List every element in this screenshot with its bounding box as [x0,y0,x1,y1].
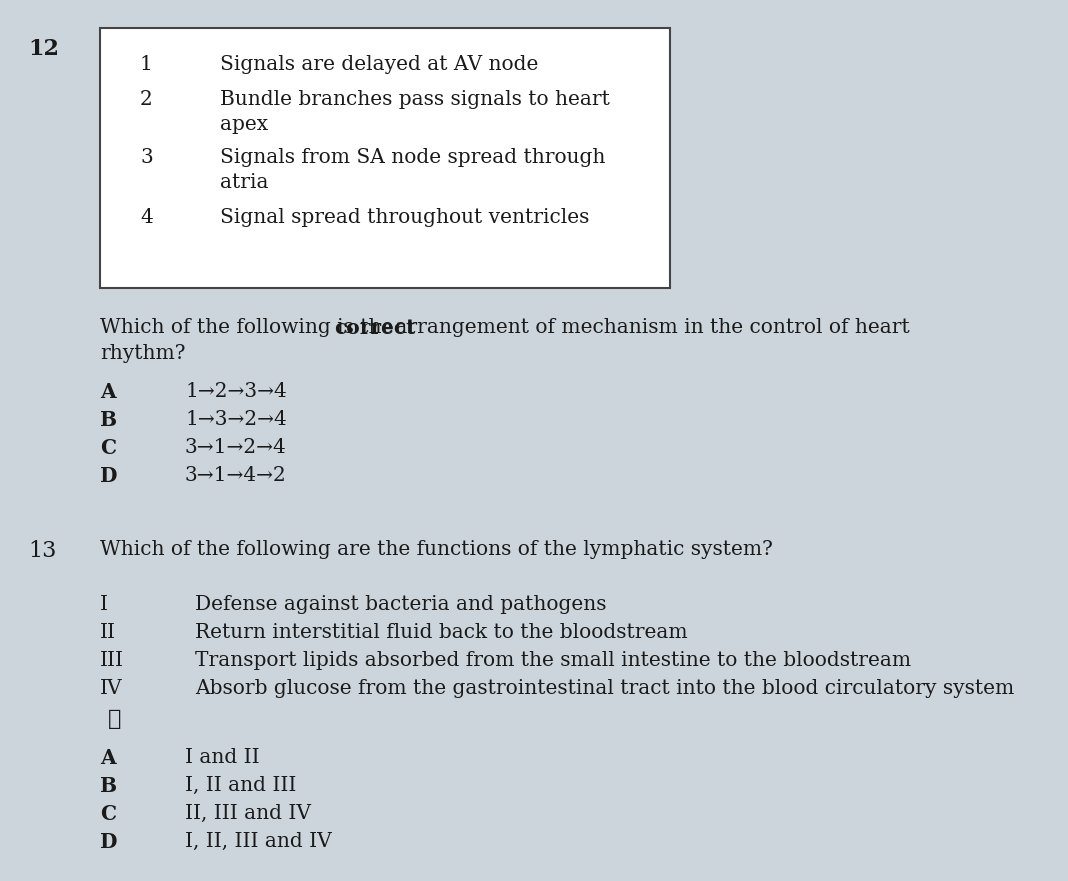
Text: apex: apex [220,115,268,134]
Text: 2: 2 [140,90,153,109]
Text: I, II, III and IV: I, II, III and IV [185,832,332,851]
Text: B: B [100,776,117,796]
Text: arrangement of mechanism in the control of heart: arrangement of mechanism in the control … [389,318,909,337]
Text: Signals from SA node spread through: Signals from SA node spread through [220,148,606,167]
Text: ✏: ✏ [108,708,122,730]
Text: IV: IV [100,679,123,698]
Text: I and II: I and II [185,748,260,767]
Text: Return interstitial fluid back to the bloodstream: Return interstitial fluid back to the bl… [195,623,688,642]
Text: rhythm?: rhythm? [100,344,186,363]
Text: D: D [100,832,117,852]
Text: D: D [100,466,117,486]
Text: C: C [100,804,116,824]
Text: atria: atria [220,173,268,192]
Text: C: C [100,438,116,458]
Text: Bundle branches pass signals to heart: Bundle branches pass signals to heart [220,90,610,109]
Text: A: A [100,748,115,768]
Text: 13: 13 [28,540,57,562]
Text: 3→1→4→2: 3→1→4→2 [185,466,286,485]
Text: Signals are delayed at AV node: Signals are delayed at AV node [220,55,538,74]
Text: 4: 4 [140,208,153,227]
Text: correct: correct [334,318,415,338]
Text: Absorb glucose from the gastrointestinal tract into the blood circulatory system: Absorb glucose from the gastrointestinal… [195,679,1015,698]
Text: 12: 12 [28,38,59,60]
Text: Signal spread throughout ventricles: Signal spread throughout ventricles [220,208,590,227]
Bar [100,28,670,288]
Text: 3→1→2→4: 3→1→2→4 [185,438,286,457]
Text: II: II [100,623,116,642]
Text: B: B [100,410,117,430]
Text: Transport lipids absorbed from the small intestine to the bloodstream: Transport lipids absorbed from the small… [195,651,911,670]
Text: I, II and III: I, II and III [185,776,297,795]
Text: Which of the following is the: Which of the following is the [100,318,399,337]
Text: 1→2→3→4: 1→2→3→4 [185,382,286,401]
Text: 1→3→2→4: 1→3→2→4 [185,410,286,429]
Text: Defense against bacteria and pathogens: Defense against bacteria and pathogens [195,595,607,614]
Text: III: III [100,651,124,670]
Text: I: I [100,595,108,614]
Text: II, III and IV: II, III and IV [185,804,311,823]
Text: 3: 3 [140,148,153,167]
Text: 1: 1 [140,55,153,74]
Text: Which of the following are the functions of the lymphatic system?: Which of the following are the functions… [100,540,773,559]
Text: A: A [100,382,115,402]
